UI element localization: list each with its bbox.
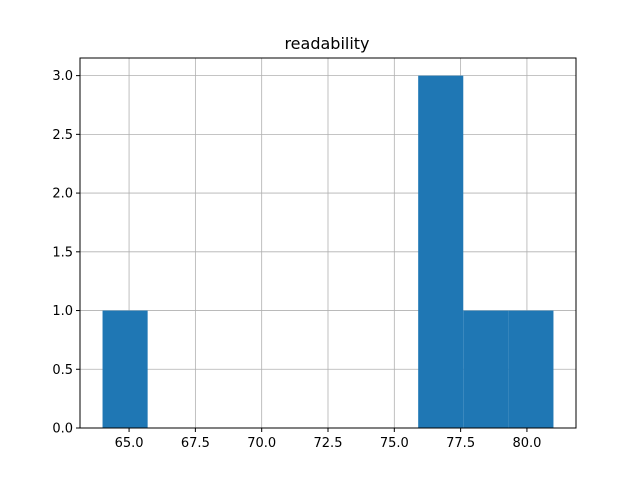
chart-title: readability — [284, 34, 369, 53]
y-tick-label: 0.0 — [52, 422, 73, 437]
x-tick-label: 72.5 — [314, 436, 343, 451]
histogram-bar — [418, 75, 464, 428]
x-tick-label: 75.0 — [380, 436, 409, 451]
x-tick-label: 65.0 — [115, 436, 144, 451]
x-tick-label: 80.0 — [512, 436, 541, 451]
bars-layer — [102, 75, 554, 428]
x-tick-label: 70.0 — [247, 436, 276, 451]
x-tick-label: 67.5 — [181, 436, 210, 451]
y-tick-label: 0.5 — [52, 363, 73, 378]
ticks-layer: 65.0 67.5 70.0 72.5 75.0 77.5 80.0 0.0 0.5 1.0 1.5… — [52, 69, 541, 451]
y-tick-label: 2.5 — [52, 128, 73, 143]
y-tick-label: 2.0 — [52, 187, 73, 202]
y-tick-label: 3.0 — [52, 69, 73, 84]
histogram-bar — [102, 310, 148, 428]
histogram-bar — [463, 310, 509, 428]
x-tick-label: 77.5 — [446, 436, 475, 451]
y-tick-label: 1.5 — [52, 245, 73, 260]
histogram-bar — [508, 310, 554, 428]
y-tick-label: 1.0 — [52, 304, 73, 319]
